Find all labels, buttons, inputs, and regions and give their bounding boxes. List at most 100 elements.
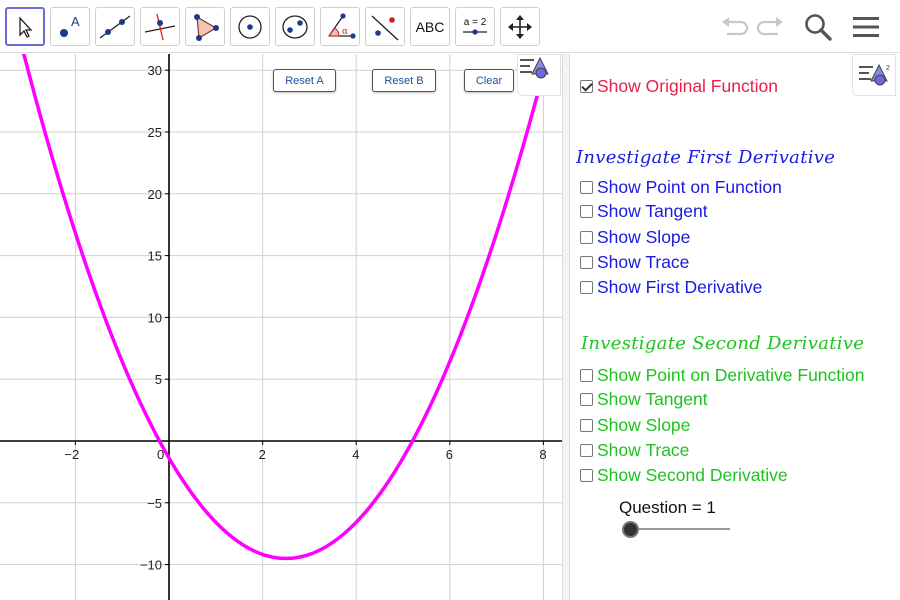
checkbox-label: Show Tangent xyxy=(597,200,708,221)
coordinate-plane[interactable]: −2 0 2 4 6 8 30 25 20 15 10 5 −5 −10 xyxy=(0,54,562,600)
x-tick-label: −2 xyxy=(64,447,79,462)
polygon-tool[interactable] xyxy=(185,7,225,46)
x-tick-label: 8 xyxy=(539,447,546,462)
second-show-trace-checkbox[interactable]: Show Trace xyxy=(580,439,689,461)
ellipse-icon xyxy=(282,14,308,39)
tick-labels: −2 0 2 4 6 8 30 25 20 15 10 5 −5 −10 xyxy=(64,63,546,572)
undo-button[interactable] xyxy=(717,10,751,44)
point-icon: A xyxy=(60,14,80,37)
show-original-function-checkbox[interactable]: Show Original Function xyxy=(580,75,778,97)
show-first-derivative-checkbox[interactable]: Show First Derivative xyxy=(580,276,762,298)
graphics-style-bar-toggle[interactable] xyxy=(517,54,561,96)
algebra-style-bar-icon: 2 xyxy=(859,63,890,86)
reset-a-button[interactable]: Reset A xyxy=(273,69,336,92)
checkbox-box[interactable] xyxy=(580,468,593,482)
checkbox-box[interactable] xyxy=(580,255,593,269)
point-tool[interactable]: A xyxy=(50,7,90,46)
search-button[interactable] xyxy=(801,10,835,44)
graphics-view[interactable]: −2 0 2 4 6 8 30 25 20 15 10 5 −5 −10 Reset A Reset B … xyxy=(0,54,562,600)
panel-divider[interactable] xyxy=(562,54,570,600)
move-tool[interactable] xyxy=(5,7,45,46)
redo-button[interactable] xyxy=(754,10,788,44)
question-slider-label: Question = 1 xyxy=(619,498,716,517)
slider-icon xyxy=(463,29,487,35)
style-bar-icon xyxy=(520,56,549,79)
y-tick-label: 25 xyxy=(148,125,162,140)
reset-b-button[interactable]: Reset B xyxy=(372,69,436,92)
circle-icon xyxy=(238,14,262,39)
checkbox-label: Show Tangent xyxy=(597,388,708,409)
y-tick-label: 30 xyxy=(148,63,162,78)
perpendicular-line-tool[interactable] xyxy=(140,7,180,46)
text-tool[interactable]: ABC xyxy=(410,7,450,46)
first-show-slope-checkbox[interactable]: Show Slope xyxy=(580,226,690,248)
checkbox-box[interactable] xyxy=(580,392,593,406)
arrow-cursor-icon xyxy=(19,15,33,38)
reflect-icon xyxy=(371,15,399,40)
question-slider-knob[interactable] xyxy=(622,521,639,538)
search-icon xyxy=(805,14,832,41)
y-tick-label: 15 xyxy=(148,249,162,264)
y-tick-label: 20 xyxy=(148,187,162,202)
checkbox-label: Show Slope xyxy=(597,414,691,435)
clear-button[interactable]: Clear xyxy=(464,69,514,92)
line-icon xyxy=(99,14,131,39)
move-arrows-icon xyxy=(508,14,532,39)
grid xyxy=(0,54,562,600)
panel-style-bar-toggle[interactable]: 2 xyxy=(852,54,896,96)
show-second-derivative-checkbox[interactable]: Show Second Derivative xyxy=(580,464,788,486)
first-show-tangent-checkbox[interactable]: Show Tangent xyxy=(580,200,708,222)
second-derivative-heading: Investigate Second Derivative xyxy=(581,333,865,354)
x-tick-label: 2 xyxy=(259,447,266,462)
svg-text:A: A xyxy=(71,14,80,29)
menu-icon xyxy=(853,17,879,37)
checkbox-box[interactable] xyxy=(580,418,593,432)
first-show-point-checkbox[interactable]: Show Point on Function xyxy=(580,176,782,198)
checkbox-box[interactable] xyxy=(580,204,593,218)
checkbox-label: Show Point on Derivative Function xyxy=(597,364,865,385)
circle-center-point-tool[interactable] xyxy=(230,7,270,46)
second-show-point-checkbox[interactable]: Show Point on Derivative Function xyxy=(580,364,865,386)
checkbox-label: Show Trace xyxy=(597,251,690,272)
x-tick-label: 0 xyxy=(157,447,164,462)
undo-icon xyxy=(722,17,749,36)
svg-text:2: 2 xyxy=(886,65,890,72)
checkbox-label: Show Point on Function xyxy=(597,176,782,197)
checkbox-label: Show Original Function xyxy=(597,75,778,96)
checkbox-box[interactable] xyxy=(580,368,593,382)
y-tick-label: 10 xyxy=(148,310,162,325)
move-graphics-view-tool[interactable] xyxy=(500,7,540,46)
control-panel: 2 Show Original Function Investigate Fir… xyxy=(570,54,900,600)
text-tool-label: ABC xyxy=(415,18,445,35)
y-tick-label: 5 xyxy=(155,372,162,387)
checkbox-box[interactable] xyxy=(580,180,593,194)
menu-button[interactable] xyxy=(849,10,883,44)
svg-text:α: α xyxy=(342,27,348,37)
polygon-icon xyxy=(194,13,219,41)
checkbox-box[interactable] xyxy=(580,230,593,244)
checkbox-box[interactable] xyxy=(580,280,593,294)
checkbox-box[interactable] xyxy=(580,443,593,457)
slider-tool-label: a = 2 xyxy=(463,17,487,28)
slider-tool[interactable]: a = 2 xyxy=(455,7,495,46)
second-show-tangent-checkbox[interactable]: Show Tangent xyxy=(580,388,708,410)
toolbar: A xyxy=(0,0,900,53)
original-function-curve[interactable] xyxy=(0,54,562,561)
y-tick-label: −5 xyxy=(147,496,162,511)
perpendicular-line-icon xyxy=(144,13,176,40)
first-derivative-heading: Investigate First Derivative xyxy=(576,147,836,168)
first-show-trace-checkbox[interactable]: Show Trace xyxy=(580,251,689,273)
line-tool[interactable] xyxy=(95,7,135,46)
ellipse-tool[interactable] xyxy=(275,7,315,46)
second-show-slope-checkbox[interactable]: Show Slope xyxy=(580,414,690,436)
x-tick-label: 4 xyxy=(352,447,359,462)
question-slider-track[interactable] xyxy=(630,528,730,530)
angle-tool[interactable]: α xyxy=(320,7,360,46)
angle-icon: α xyxy=(328,12,356,39)
reflect-tool[interactable] xyxy=(365,7,405,46)
y-tick-label: −10 xyxy=(140,558,162,573)
checkbox-box[interactable] xyxy=(580,79,593,93)
checkbox-label: Show Second Derivative xyxy=(597,464,788,485)
slider-tool-graphic: a = 2 xyxy=(461,17,489,36)
